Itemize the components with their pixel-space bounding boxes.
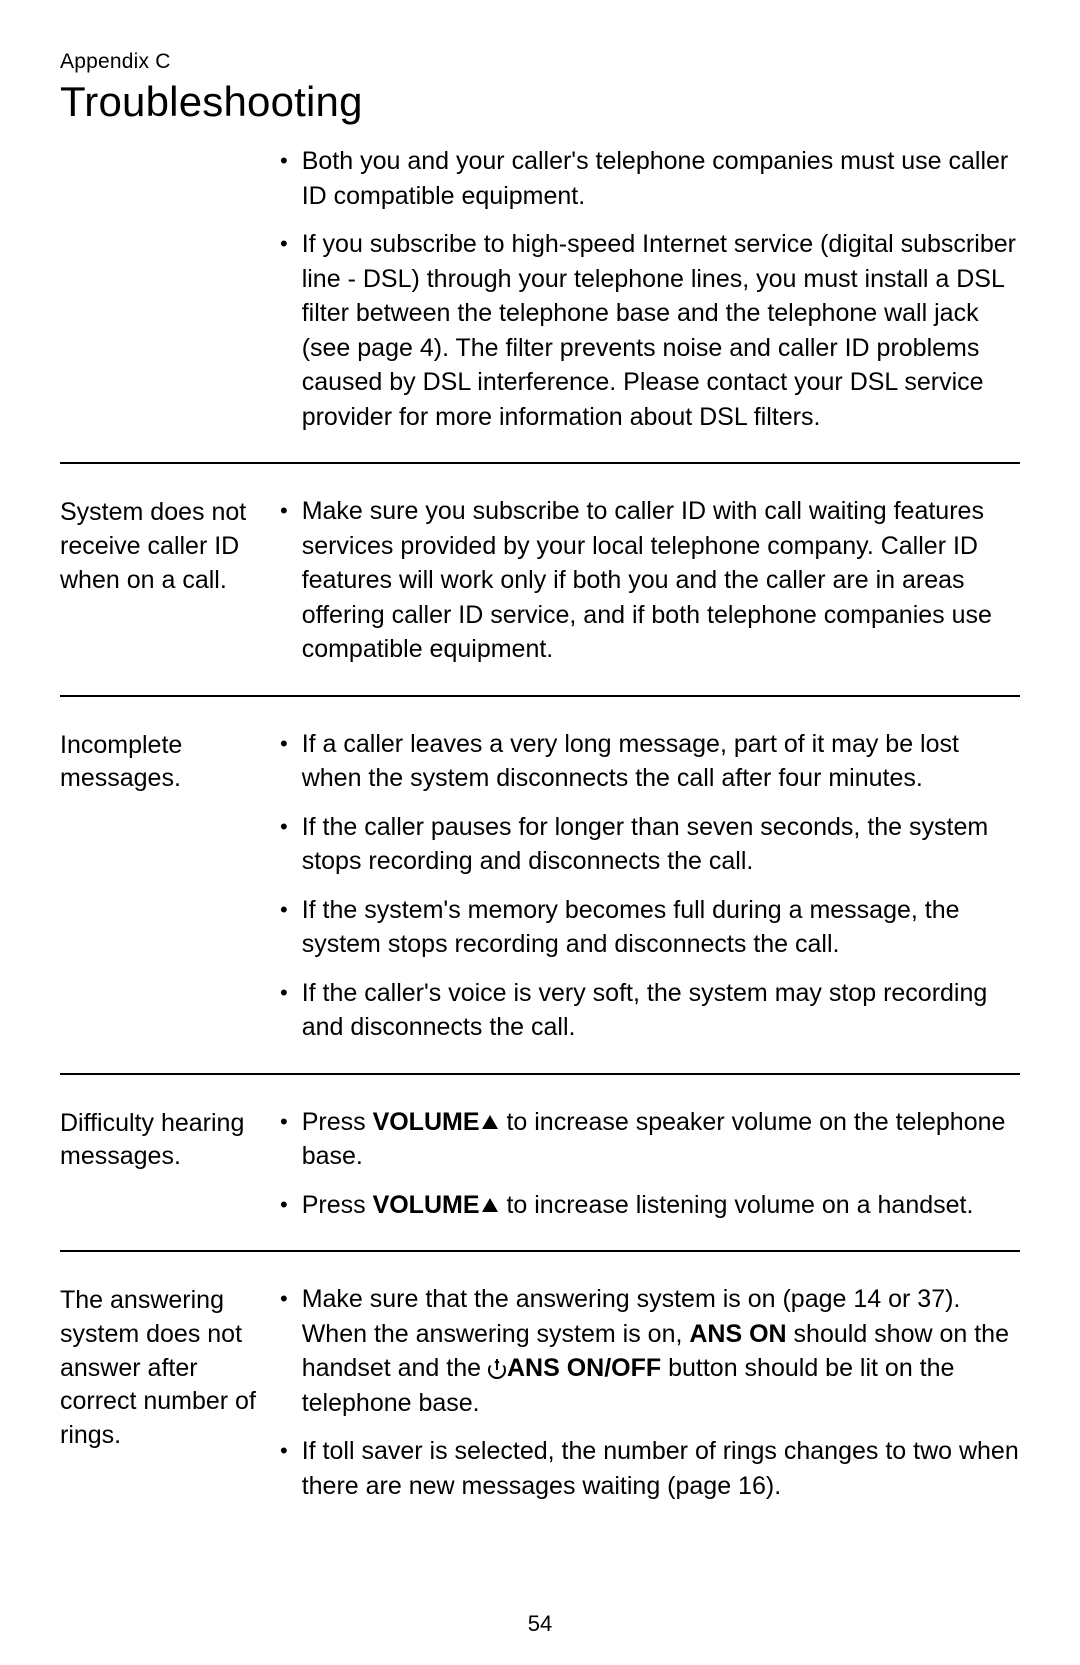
bullet-icon: • [280,1188,288,1221]
list-item: • Press VOLUME to increase listening volu… [280,1188,1020,1223]
issue-label: Difficulty hearing messages. [60,1105,280,1175]
list-item: • Make sure you subscribe to caller ID wi… [280,494,1020,667]
issue-label: System does not receive caller ID when o… [60,494,280,597]
issue-label [60,144,280,146]
triangle-up-icon [482,1115,498,1129]
list-item-text: Make sure that the answering system is o… [302,1282,1020,1420]
power-icon [488,1360,506,1378]
list-item-text: If the caller's voice is very soft, the … [302,976,1020,1045]
list-item: • If the caller's voice is very soft, the… [280,976,1020,1045]
list-item: • Press VOLUME to increase speaker volume… [280,1105,1020,1174]
list-item-text: Make sure you subscribe to caller ID wit… [302,494,1020,667]
bold-text: VOLUME [373,1191,480,1219]
solutions-list: • Make sure you subscribe to caller ID wi… [280,494,1020,667]
troubleshooting-row: System does not receive caller ID when o… [60,464,1020,697]
bullet-icon: • [280,1282,288,1315]
bullet-icon: • [280,1434,288,1467]
solutions-list: • Make sure that the answering system is … [280,1282,1020,1503]
triangle-up-icon [482,1198,498,1212]
list-item: • If the caller pauses for longer than se… [280,810,1020,879]
troubleshooting-row: The answering system does not answer aft… [60,1252,1020,1531]
list-item-text: Press VOLUME to increase listening volum… [302,1188,1020,1223]
list-item-text: Press VOLUME to increase speaker volume … [302,1105,1020,1174]
bullet-icon: • [280,227,288,260]
solutions-list: • Press VOLUME to increase speaker volume… [280,1105,1020,1223]
bold-text: ANS ON/OFF [507,1354,661,1382]
issue-label: The answering system does not answer aft… [60,1282,280,1453]
bullet-icon: • [280,727,288,760]
list-item-text: If toll saver is selected, the number of… [302,1434,1020,1503]
bullet-icon: • [280,893,288,926]
list-item-text: If the caller pauses for longer than sev… [302,810,1020,879]
bullet-icon: • [280,494,288,527]
list-item: • If the system's memory becomes full dur… [280,893,1020,962]
list-item-text: If you subscribe to high-speed Internet … [302,227,1020,434]
list-item-text: If the system's memory becomes full duri… [302,893,1020,962]
page-number: 54 [0,1611,1080,1637]
bullet-icon: • [280,144,288,177]
list-item: • If you subscribe to high-speed Internet… [280,227,1020,434]
bullet-icon: • [280,976,288,1009]
appendix-label: Appendix C [60,50,1020,74]
list-item-text: Both you and your caller's telephone com… [302,144,1020,213]
list-item: • If toll saver is selected, the number o… [280,1434,1020,1503]
troubleshooting-table: • Both you and your caller's telephone co… [60,144,1020,1531]
page-title: Troubleshooting [60,78,1020,126]
bold-text: ANS ON [689,1320,786,1348]
bold-text: VOLUME [373,1108,480,1136]
bullet-icon: • [280,810,288,843]
troubleshooting-row: • Both you and your caller's telephone co… [60,144,1020,464]
list-item: • Make sure that the answering system is … [280,1282,1020,1420]
page: Appendix C Troubleshooting • Both you and… [0,0,1080,1665]
troubleshooting-row: Difficulty hearing messages.• Press VOLUM… [60,1075,1020,1253]
issue-label: Incomplete messages. [60,727,280,797]
list-item-text: If a caller leaves a very long message, … [302,727,1020,796]
troubleshooting-row: Incomplete messages.•If a caller leaves … [60,697,1020,1075]
solutions-list: • Both you and your caller's telephone co… [280,144,1020,434]
list-item: • Both you and your caller's telephone co… [280,144,1020,213]
list-item: • If a caller leaves a very long message,… [280,727,1020,796]
bullet-icon: • [280,1105,288,1138]
solutions-list: • If a caller leaves a very long message,… [280,727,1020,1045]
